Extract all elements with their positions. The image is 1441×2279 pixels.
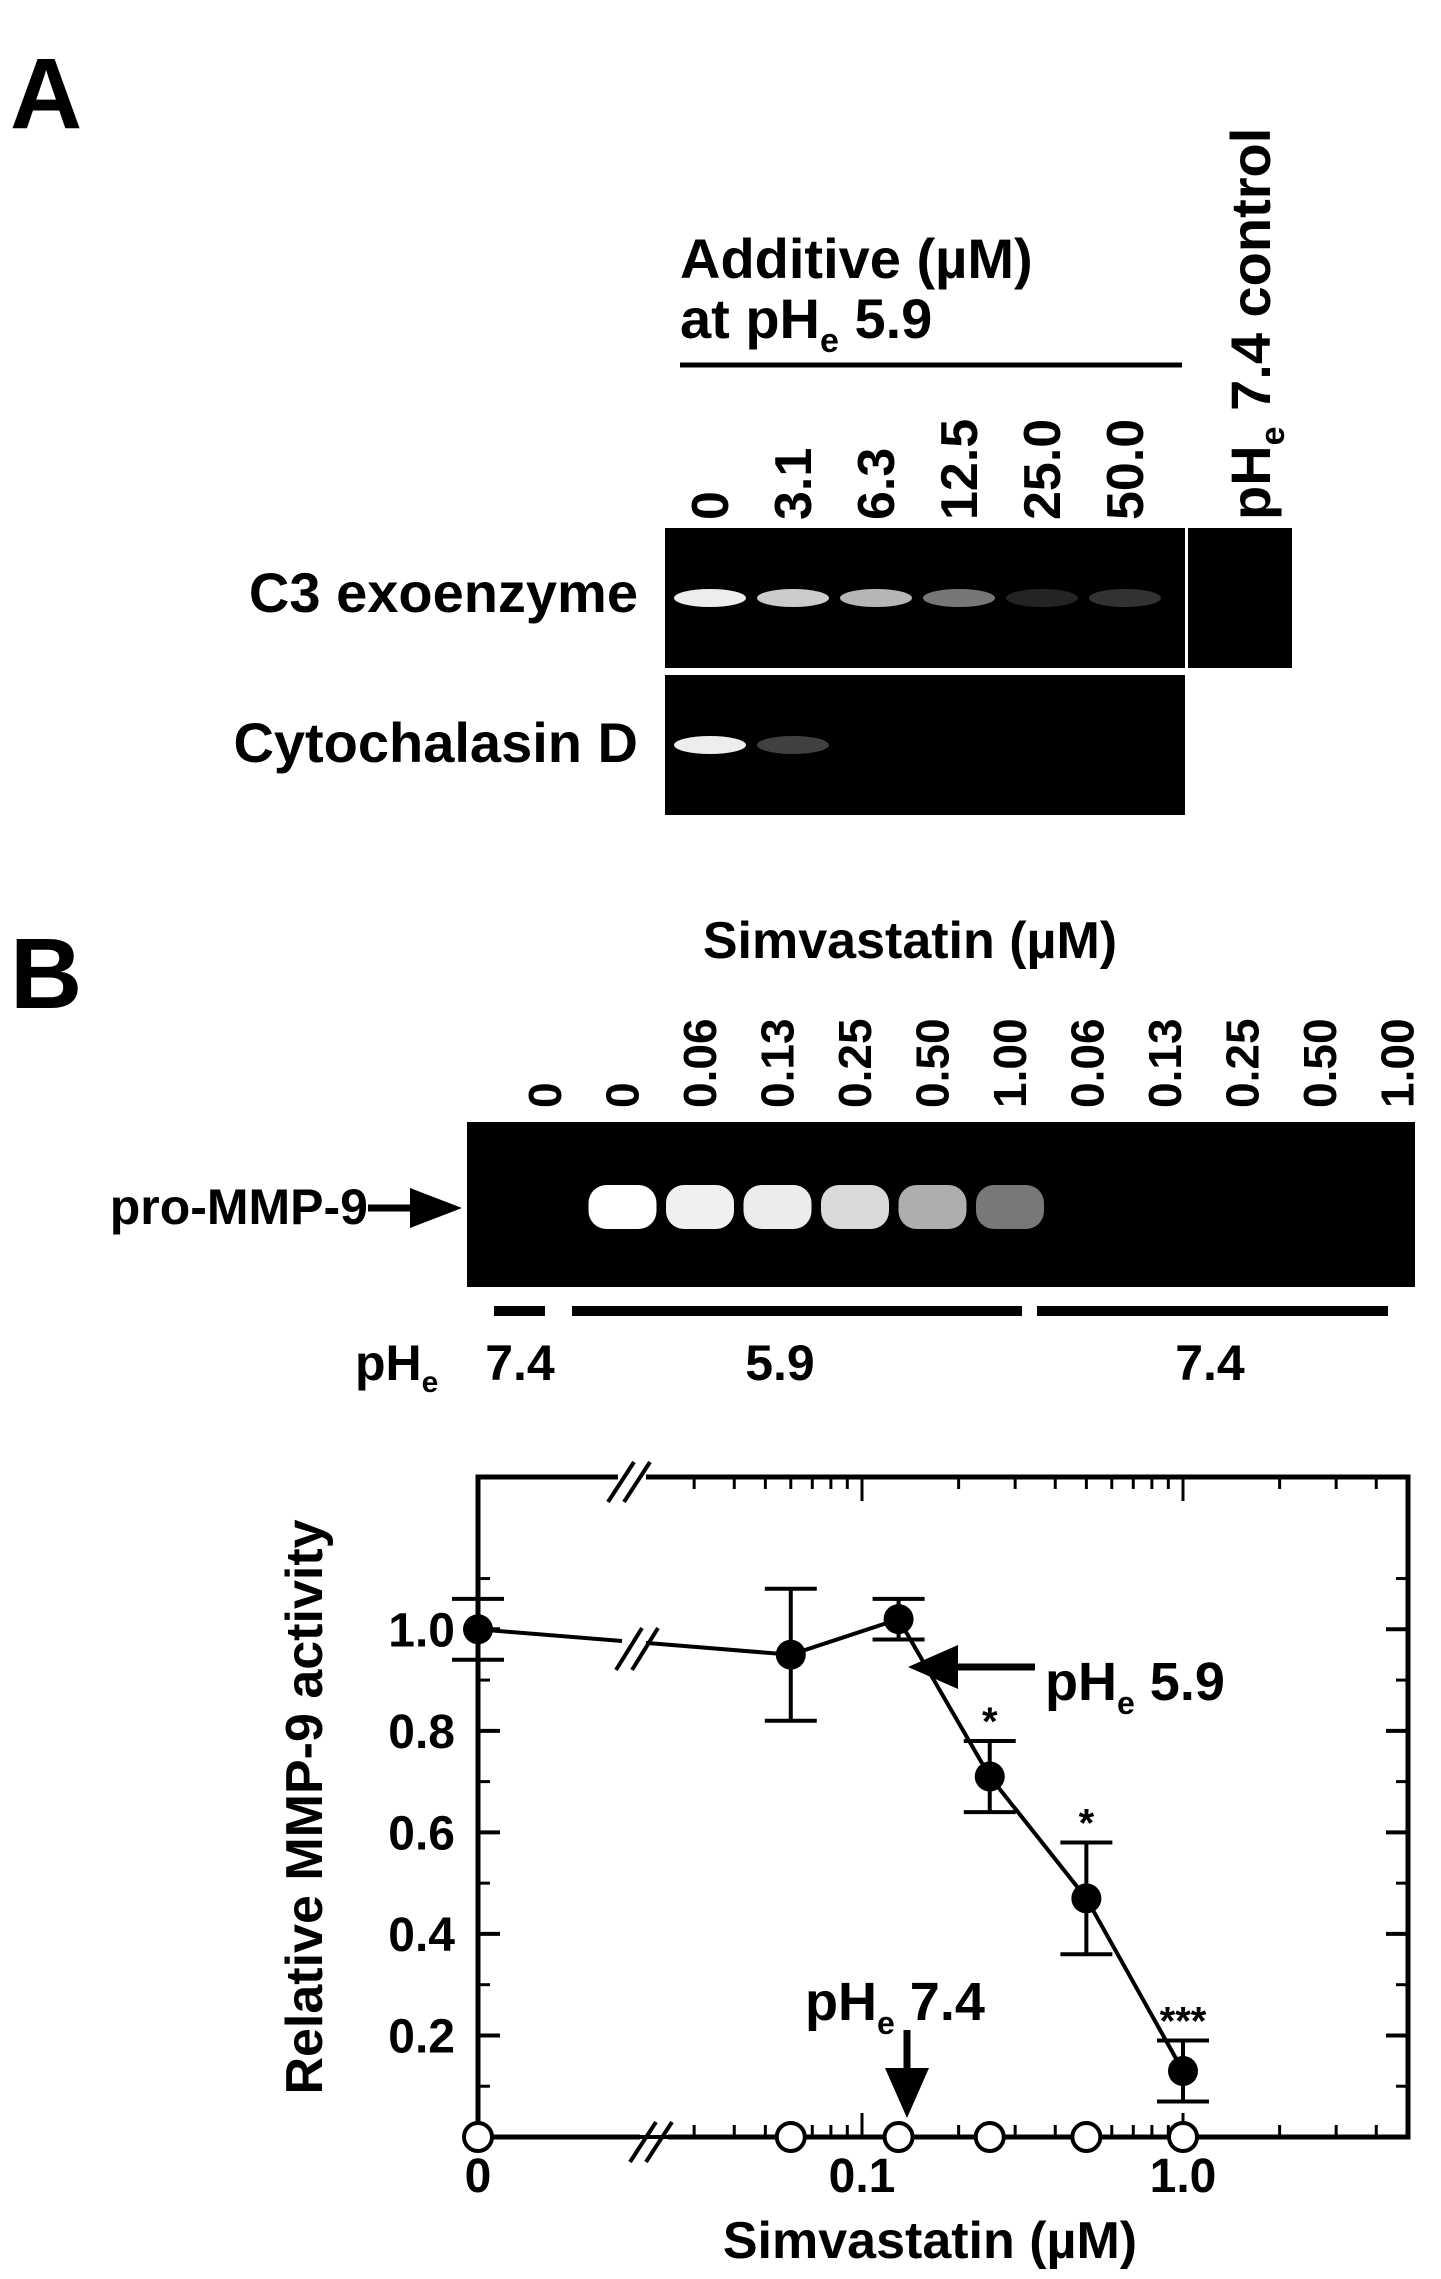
panel-a-lane-labels: 0 3.1 6.3 12.5 25.0 50.0: [682, 419, 1155, 520]
panel-a-header-line2: at pHe 5.9: [680, 287, 932, 360]
chart-plot: *****: [452, 1586, 1209, 2153]
series-line-segment: [988, 1775, 1088, 1900]
annotation-ph74: pHe 7.4: [805, 1972, 985, 2118]
plot-frame: [475, 1474, 1411, 2140]
ph-group-1: 7.4: [485, 1335, 555, 1391]
y-tick-label: 0.4: [388, 1909, 455, 1962]
panel-b-lane-label: 0.50: [1294, 1018, 1346, 1108]
data-point-ph59: [974, 1761, 1005, 1792]
data-point-ph74: [1167, 2121, 1199, 2153]
panel-b-lane-label: 0.13: [752, 1018, 804, 1108]
ph-group-3: 7.4: [1175, 1335, 1245, 1391]
x-tick-label: 1.0: [1150, 2150, 1217, 2203]
x-tick-label: 0.1: [829, 2150, 896, 2203]
ph-row-label: pHe: [355, 1335, 438, 1399]
panel-b-lane-label: 0.13: [1139, 1018, 1191, 1108]
panel-b-lane-label: 0.06: [674, 1018, 726, 1108]
significance-mark: ***: [1160, 2000, 1207, 2044]
panel-a-band: [674, 589, 746, 607]
ph-group-2: 5.9: [745, 1335, 815, 1391]
panel-b-lane-label: 0.06: [1062, 1018, 1114, 1108]
pro-mmp9-band: [666, 1185, 734, 1229]
annotation-ph59: pHe 5.9: [908, 1645, 1225, 1721]
panel-a-lane-label: 12.5: [931, 419, 989, 520]
panel-b-letter: B: [10, 918, 82, 1030]
panel-a-row1-label: C3 exoenzyme: [249, 561, 638, 624]
chart-xlabel: Simvastatin (µM): [723, 2212, 1137, 2270]
panel-a-band: [757, 736, 829, 754]
panel-a-row2-label: Cytochalasin D: [233, 711, 638, 774]
panel-b-lane-label: 0.25: [1217, 1018, 1269, 1108]
data-point-ph59: [775, 1639, 806, 1670]
pro-mmp9-band: [898, 1185, 967, 1229]
panel-b-bands: [588, 1185, 1044, 1229]
data-point-ph74: [774, 2121, 807, 2153]
svg-text:pHe 7.4: pHe 7.4: [805, 1972, 985, 2041]
data-point-ph59: [463, 1614, 493, 1645]
significance-mark: *: [982, 1700, 998, 1744]
panel-a-lane-label: 6.3: [848, 448, 906, 520]
panel-b-lane-labels: 0 0 0.06 0.13 0.25 0.50 1.00 0.06 0.13 0.25 0.50 1.…: [519, 1018, 1424, 1108]
panel-b-lane-label: 0: [597, 1082, 649, 1108]
panel-a-lane-label: 0: [682, 491, 740, 520]
data-point-ph74: [882, 2121, 915, 2153]
data-point-ph74: [973, 2121, 1006, 2153]
panel-a-lane-label: 3.1: [765, 448, 823, 520]
y-tick-label: 0.6: [388, 1807, 455, 1860]
data-point-ph74: [1070, 2121, 1103, 2153]
axis-break-bottom: [628, 2120, 674, 2164]
data-point-ph59: [883, 1604, 914, 1635]
y-tick-label: 0.2: [388, 2010, 455, 2063]
panel-b-gel-title: Simvastatin (µM): [703, 912, 1117, 970]
pro-mmp9-band: [743, 1185, 812, 1229]
chart-ticks: 0.2 0.4 0.6 0.8 1.0 0 0.1 1.0: [388, 1475, 1409, 2203]
panel-b-lane-label: 1.00: [1372, 1018, 1424, 1108]
data-point-ph59: [1168, 2056, 1198, 2086]
pro-mmp9-band: [976, 1185, 1044, 1229]
panel-a-header-line1: Additive (µM): [680, 227, 1033, 290]
panel-a-gel-row2: [665, 675, 1185, 815]
panel-a-band: [923, 589, 995, 607]
data-point-ph74: [462, 2121, 494, 2153]
panel-a-lane-label: 25.0: [1014, 419, 1072, 520]
series-line-segment: [1084, 1897, 1185, 2072]
significance-mark: *: [1079, 1802, 1095, 1846]
panel-a-bands: [674, 589, 1161, 754]
panel-a-band: [757, 589, 829, 607]
series-line-segment: [790, 1617, 900, 1657]
panel-a-band: [1089, 589, 1161, 607]
panel-a-band: [674, 736, 746, 754]
panel-a-gel-control: [1188, 528, 1292, 668]
panel-a-letter: A: [10, 38, 82, 150]
panel-b-lane-label: 1.00: [984, 1018, 1036, 1108]
panel-b-lane-label: 0: [519, 1082, 571, 1108]
panel-b-lane-label: 0.25: [829, 1018, 881, 1108]
panel-b-lane-label: 0.50: [907, 1018, 959, 1108]
panel-a-band: [1006, 589, 1078, 607]
panel-a-control-label: pHe 7.4 control: [1219, 128, 1292, 520]
svg-text:pHe 5.9: pHe 5.9: [1045, 1652, 1225, 1721]
axis-break-top: [606, 1460, 652, 1504]
pro-mmp9-band: [588, 1185, 657, 1229]
mmp9-activity-chart: 0.20.40.60.81.00 0.1 1.0 ***** pHe 5.9 pHe…: [276, 1460, 1411, 2270]
pro-mmp9-band: [821, 1185, 889, 1229]
series-line-segment: [896, 1618, 992, 1778]
pro-mmp9-arrow-icon: [368, 1188, 462, 1228]
data-point-ph59: [1071, 1883, 1102, 1914]
y-tick-label: 1.0: [388, 1604, 455, 1657]
panel-a-lane-label: 50.0: [1097, 419, 1155, 520]
pro-mmp9-label: pro-MMP-9: [110, 1179, 368, 1235]
x-tick-label: 0: [465, 2150, 492, 2203]
y-tick-label: 0.8: [388, 1706, 455, 1759]
panel-a-band: [840, 589, 912, 607]
chart-ylabel: Relative MMP-9 activity: [276, 1519, 334, 2094]
